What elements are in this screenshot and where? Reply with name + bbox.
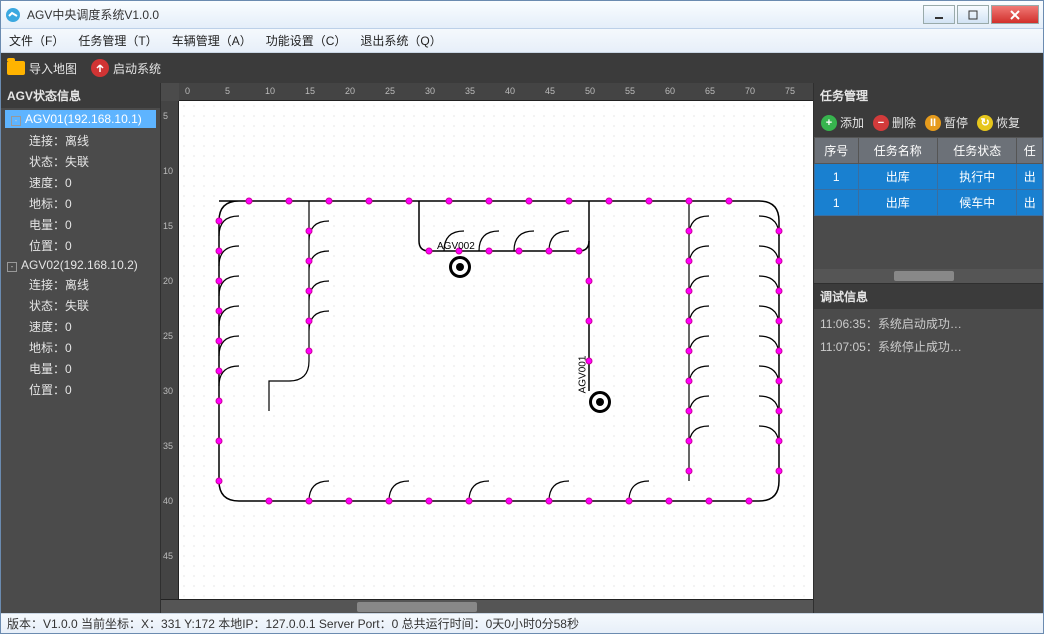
folder-icon xyxy=(7,59,25,77)
menu-file[interactable]: 文件（F） xyxy=(9,32,64,49)
agv-name: AGV02(192.168.10.2) xyxy=(21,258,138,272)
table-row[interactable]: 1出库候车中出 xyxy=(815,190,1043,216)
statusbar-text: 版本：V1.0.0 当前坐标：X：331 Y:172 本地IP：127.0.0.… xyxy=(7,615,579,632)
agv-item-2[interactable]: -AGV02(192.168.10.2) 连接：离线 状态：失联 速度：0 地标… xyxy=(1,256,160,400)
agv002-label: AGV002 xyxy=(437,241,475,252)
agv001-label: AGV001 xyxy=(577,356,588,394)
collapse-icon[interactable]: - xyxy=(7,262,17,272)
toolbar-start-system[interactable]: 启动系统 xyxy=(91,59,161,77)
minus-icon: − xyxy=(873,115,889,131)
ruler-horizontal: 051015202530354045505560657075 xyxy=(179,83,813,101)
pause-icon: II xyxy=(925,115,941,131)
collapse-icon[interactable]: - xyxy=(11,116,21,126)
agv002-marker[interactable] xyxy=(449,256,471,278)
canvas-scrollbar-h[interactable] xyxy=(161,599,813,613)
debug-panel-title: 调试信息 xyxy=(814,284,1043,309)
toolbar-start-label: 启动系统 xyxy=(113,60,161,77)
map-svg xyxy=(189,181,799,541)
menu-func[interactable]: 功能设置（C） xyxy=(266,32,347,49)
toolbar-import-label: 导入地图 xyxy=(29,60,77,77)
task-th: 任务名称 xyxy=(858,138,937,164)
task-scrollbar-h[interactable] xyxy=(814,269,1043,283)
task-table[interactable]: 序号任务名称任务状态任 1出库执行中出1出库候车中出 xyxy=(814,137,1043,216)
agv001-marker[interactable] xyxy=(589,391,611,413)
plus-icon: + xyxy=(821,115,837,131)
menu-exit[interactable]: 退出系统（Q） xyxy=(360,32,441,49)
maximize-button[interactable] xyxy=(957,5,989,24)
task-th: 序号 xyxy=(815,138,859,164)
task-th: 任 xyxy=(1017,138,1043,164)
ruler-vertical: 51015202530354045 xyxy=(161,101,179,599)
close-button[interactable] xyxy=(991,5,1039,24)
window-title: AGV中央调度系统V1.0.0 xyxy=(27,6,921,23)
resume-icon: ↻ xyxy=(977,115,993,131)
task-add-button[interactable]: +添加 xyxy=(818,112,867,133)
agv-list: -AGV01(192.168.10.1) 连接：离线 状态：失联 速度：0 地标… xyxy=(1,108,160,400)
menu-task[interactable]: 任务管理（T） xyxy=(78,32,157,49)
task-resume-button[interactable]: ↻恢复 xyxy=(974,112,1023,133)
left-panel-title: AGV状态信息 xyxy=(1,83,160,108)
map-canvas[interactable]: AGV002 AGV001 xyxy=(179,101,813,599)
minimize-button[interactable] xyxy=(923,5,955,24)
toolbar-import-map[interactable]: 导入地图 xyxy=(7,59,77,77)
agv-name: AGV01(192.168.10.1) xyxy=(25,112,142,126)
task-delete-button[interactable]: −删除 xyxy=(870,112,919,133)
agv-item-1[interactable]: -AGV01(192.168.10.1) 连接：离线 状态：失联 速度：0 地标… xyxy=(1,110,160,256)
task-pause-button[interactable]: II暂停 xyxy=(922,112,971,133)
table-row[interactable]: 1出库执行中出 xyxy=(815,164,1043,190)
start-icon xyxy=(91,59,109,77)
app-icon xyxy=(5,7,21,23)
menu-vehicle[interactable]: 车辆管理（A） xyxy=(172,32,252,49)
task-th: 任务状态 xyxy=(937,138,1016,164)
debug-log: 11:06:35：系统启动成功…11:07:05：系统停止成功… xyxy=(814,309,1043,613)
task-panel-title: 任务管理 xyxy=(814,83,1043,108)
